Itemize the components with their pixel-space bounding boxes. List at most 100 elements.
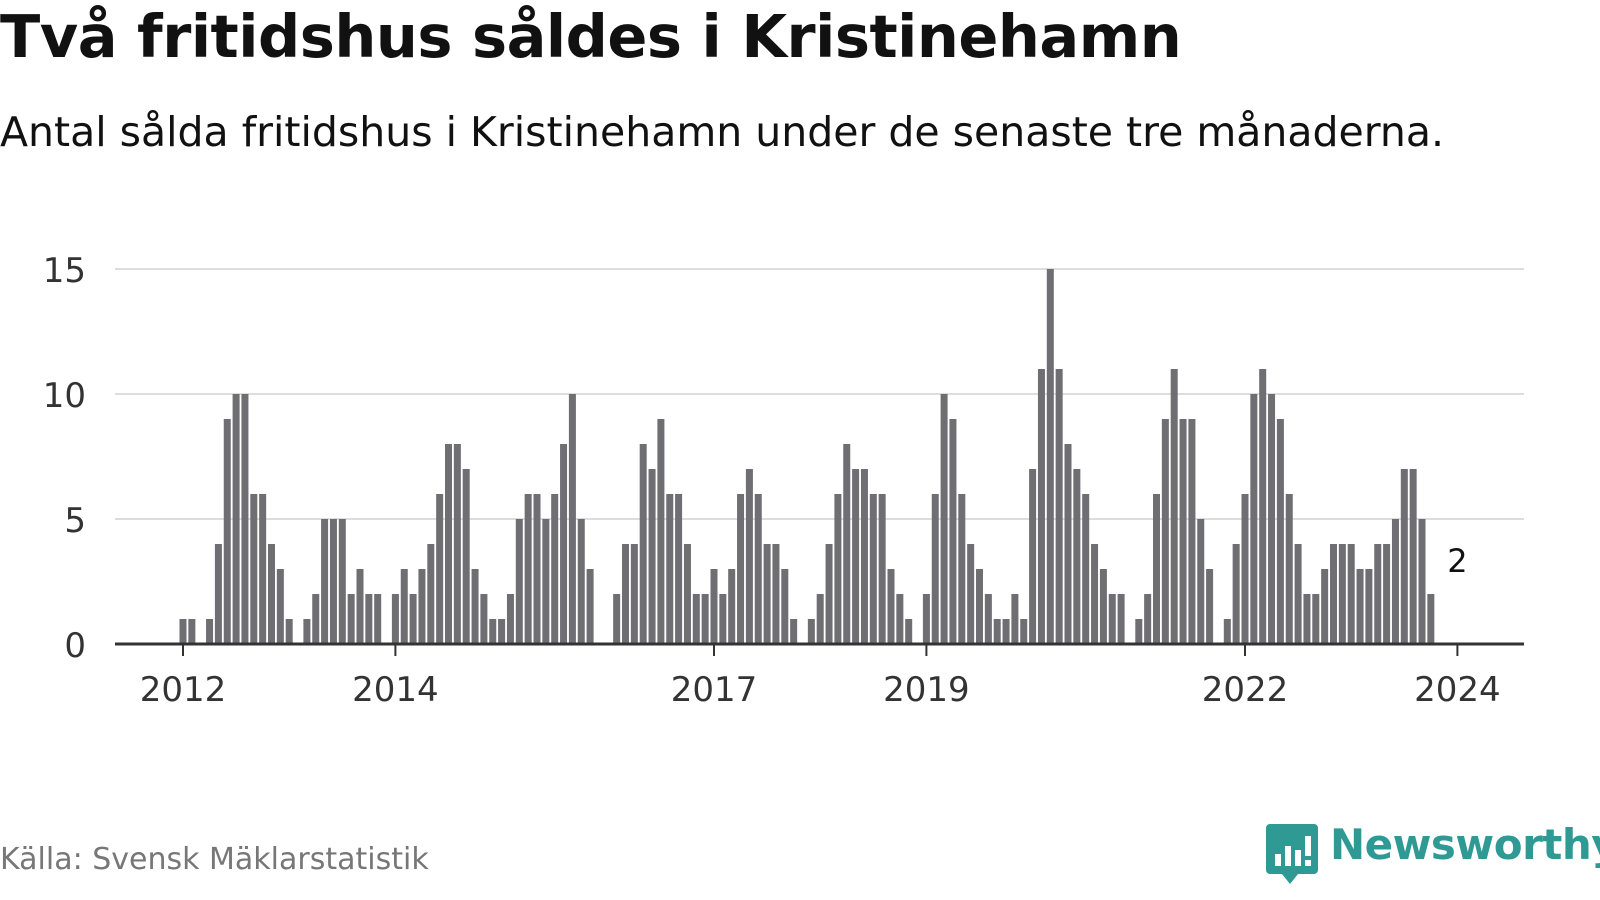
bar [188, 619, 196, 644]
bar [206, 619, 214, 644]
bar [551, 494, 559, 644]
chart-title: Två fritidshus såldes i Kristinehamn [0, 2, 1182, 71]
bar [1135, 619, 1143, 644]
bar [639, 444, 647, 644]
bar [1321, 569, 1329, 644]
bar [887, 569, 895, 644]
bar [896, 594, 904, 644]
bar [958, 494, 966, 644]
bar [1418, 519, 1426, 644]
y-tick-label: 10 [43, 376, 86, 416]
bar [728, 569, 736, 644]
y-tick-label: 5 [64, 501, 86, 541]
bar [1232, 544, 1240, 644]
value-label: 2 [1447, 542, 1467, 580]
bar [1179, 419, 1187, 644]
bar [719, 594, 727, 644]
bar [1073, 469, 1081, 644]
bar [1011, 594, 1019, 644]
bar [630, 544, 638, 644]
bar [1082, 494, 1090, 644]
bar [1197, 519, 1205, 644]
bar [259, 494, 267, 644]
brand-logo: Newsworthy [1266, 818, 1600, 888]
bar [1188, 419, 1196, 644]
bar [506, 594, 514, 644]
bar [976, 569, 983, 644]
y-tick-label: 15 [43, 251, 86, 291]
bar [303, 619, 311, 644]
bar [321, 519, 329, 644]
newsworthy-logo-icon [1266, 824, 1318, 884]
bar [409, 594, 417, 644]
x-tick-label: 2024 [1414, 670, 1501, 710]
bars [179, 269, 1435, 644]
bar [223, 419, 231, 644]
bar [1356, 569, 1364, 644]
x-tick-label: 2017 [671, 670, 758, 710]
bar [1055, 369, 1063, 644]
brand-name: Newsworthy [1330, 820, 1600, 869]
bar [1365, 569, 1373, 644]
value-label-halo: 2 [1446, 542, 1468, 580]
bar [462, 469, 470, 644]
bar [984, 594, 992, 644]
bar [852, 469, 860, 644]
bar [268, 544, 275, 644]
annotation: 22 [1443, 539, 1472, 584]
bar [1161, 419, 1169, 644]
bar [622, 544, 629, 644]
bar [1223, 619, 1231, 644]
bar [1170, 369, 1178, 644]
bar [878, 494, 886, 644]
bar [1091, 544, 1099, 644]
bar [312, 594, 320, 644]
bar [1330, 544, 1337, 644]
bar [356, 569, 364, 644]
bar [533, 494, 541, 644]
bar [931, 494, 939, 644]
bar [648, 469, 656, 644]
bar [285, 619, 293, 644]
bar [374, 594, 382, 644]
bar [949, 419, 957, 644]
bar [1064, 444, 1072, 644]
bar [1153, 494, 1160, 644]
bar [1259, 369, 1267, 644]
bar [1020, 619, 1028, 644]
x-tick-label: 2019 [883, 670, 970, 710]
axis-labels: 0 5 10 15 2012 2014 2017 2019 2022 2024 [43, 251, 1501, 710]
bar [1400, 469, 1408, 644]
bar [816, 594, 824, 644]
bar [214, 544, 222, 644]
bar [683, 544, 691, 644]
bar [1276, 419, 1284, 644]
bar [179, 619, 187, 644]
bar [657, 419, 665, 644]
bar [1268, 394, 1276, 644]
x-tick-label: 2022 [1202, 670, 1289, 710]
bar [391, 594, 399, 644]
bar [1046, 269, 1054, 644]
bar [568, 394, 576, 644]
bar [586, 569, 594, 644]
bar [453, 444, 461, 644]
bar [1241, 494, 1249, 644]
bar [1144, 594, 1152, 644]
bar [1347, 544, 1355, 644]
x-tick-label: 2014 [352, 670, 439, 710]
bar-chart: 0 5 10 15 2012 2014 2017 2019 2022 2024 22 [43, 251, 1524, 710]
bar [737, 494, 745, 644]
bar [445, 444, 452, 644]
bar [338, 519, 346, 644]
bar [1427, 594, 1435, 644]
bar [843, 444, 851, 644]
bar [1108, 594, 1116, 644]
bar [745, 469, 753, 644]
bar [241, 394, 249, 644]
bar [940, 394, 948, 644]
bar [1250, 394, 1258, 644]
bar [498, 619, 506, 644]
x-tick-label: 2012 [140, 670, 227, 710]
bar [436, 494, 444, 644]
